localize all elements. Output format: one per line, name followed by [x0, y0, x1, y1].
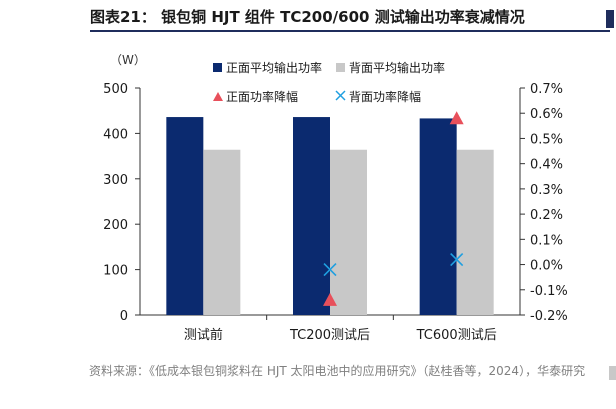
legend-swatch-back-power — [336, 63, 345, 72]
right-tick-label: -0.2% — [530, 309, 568, 324]
adjacent-panel-edge — [606, 10, 614, 28]
bar-front-power — [166, 117, 204, 315]
right-tick-label: 0.1% — [530, 233, 563, 248]
power-decay-chart: 正面平均输出功率 背面平均输出功率 正面功率降幅 背面功率降幅 （W） 0 100… — [103, 53, 568, 343]
right-tick-label: 0.5% — [530, 132, 563, 147]
point-back-decay — [450, 252, 464, 267]
legend-label-front-decay: 正面功率降幅 — [226, 89, 298, 104]
adjacent-panel-edge-lower — [609, 366, 616, 380]
right-tick-label: 0.3% — [530, 183, 563, 198]
left-tick-label: 0 — [120, 309, 128, 324]
legend-label-back-power: 背面平均输出功率 — [349, 60, 445, 75]
right-tick-label: 0.6% — [530, 107, 563, 122]
legend-swatch-front-power — [213, 63, 222, 72]
point-back-decay — [323, 263, 337, 277]
left-tick-label: 300 — [103, 173, 128, 188]
legend-label-back-decay: 背面功率降幅 — [349, 89, 421, 104]
bar-back-power — [456, 149, 494, 315]
x-tick-label: TC600测试后 — [416, 328, 497, 343]
legend-marker-back-decay — [335, 90, 346, 101]
legend-marker-front-decay — [213, 92, 223, 101]
plot-area: 0 100 200 300 400 500 -0.2% -0.1% 0.0% 0.1% 0.2% 0.… — [103, 82, 568, 343]
left-tick-label: 200 — [103, 218, 128, 233]
right-tick-label: 0.0% — [530, 259, 563, 274]
legend: 正面平均输出功率 背面平均输出功率 正面功率降幅 背面功率降幅 — [213, 60, 445, 104]
x-tick-label: TC200测试后 — [289, 328, 370, 343]
point-front-decay — [323, 292, 337, 306]
left-tick-label: 400 — [103, 127, 128, 142]
legend-label-front-power: 正面平均输出功率 — [226, 60, 322, 75]
point-front-decay — [449, 111, 464, 125]
left-tick-label: 500 — [103, 82, 128, 97]
figure-title: 图表21： 银包铜 HJT 组件 TC200/600 测试输出功率衰减情况 — [90, 8, 525, 26]
left-tick-label: 100 — [103, 264, 128, 279]
bar-front-power — [293, 117, 330, 315]
x-tick-label: 测试前 — [184, 327, 223, 343]
y-axis-unit-label: （W） — [110, 53, 146, 67]
right-tick-label: -0.1% — [530, 284, 568, 299]
source-note: 资料来源：《低成本银包铜浆料在 HJT 太阳电池中的应用研究》（赵桂香等，202… — [89, 364, 586, 378]
title-divider — [90, 30, 610, 32]
bar-front-power — [419, 118, 457, 315]
right-tick-label: 0.7% — [530, 82, 563, 97]
right-tick-label: 0.4% — [530, 158, 563, 173]
bar-back-power — [330, 149, 367, 315]
bar-back-power — [203, 149, 241, 315]
right-tick-label: 0.2% — [530, 208, 563, 223]
